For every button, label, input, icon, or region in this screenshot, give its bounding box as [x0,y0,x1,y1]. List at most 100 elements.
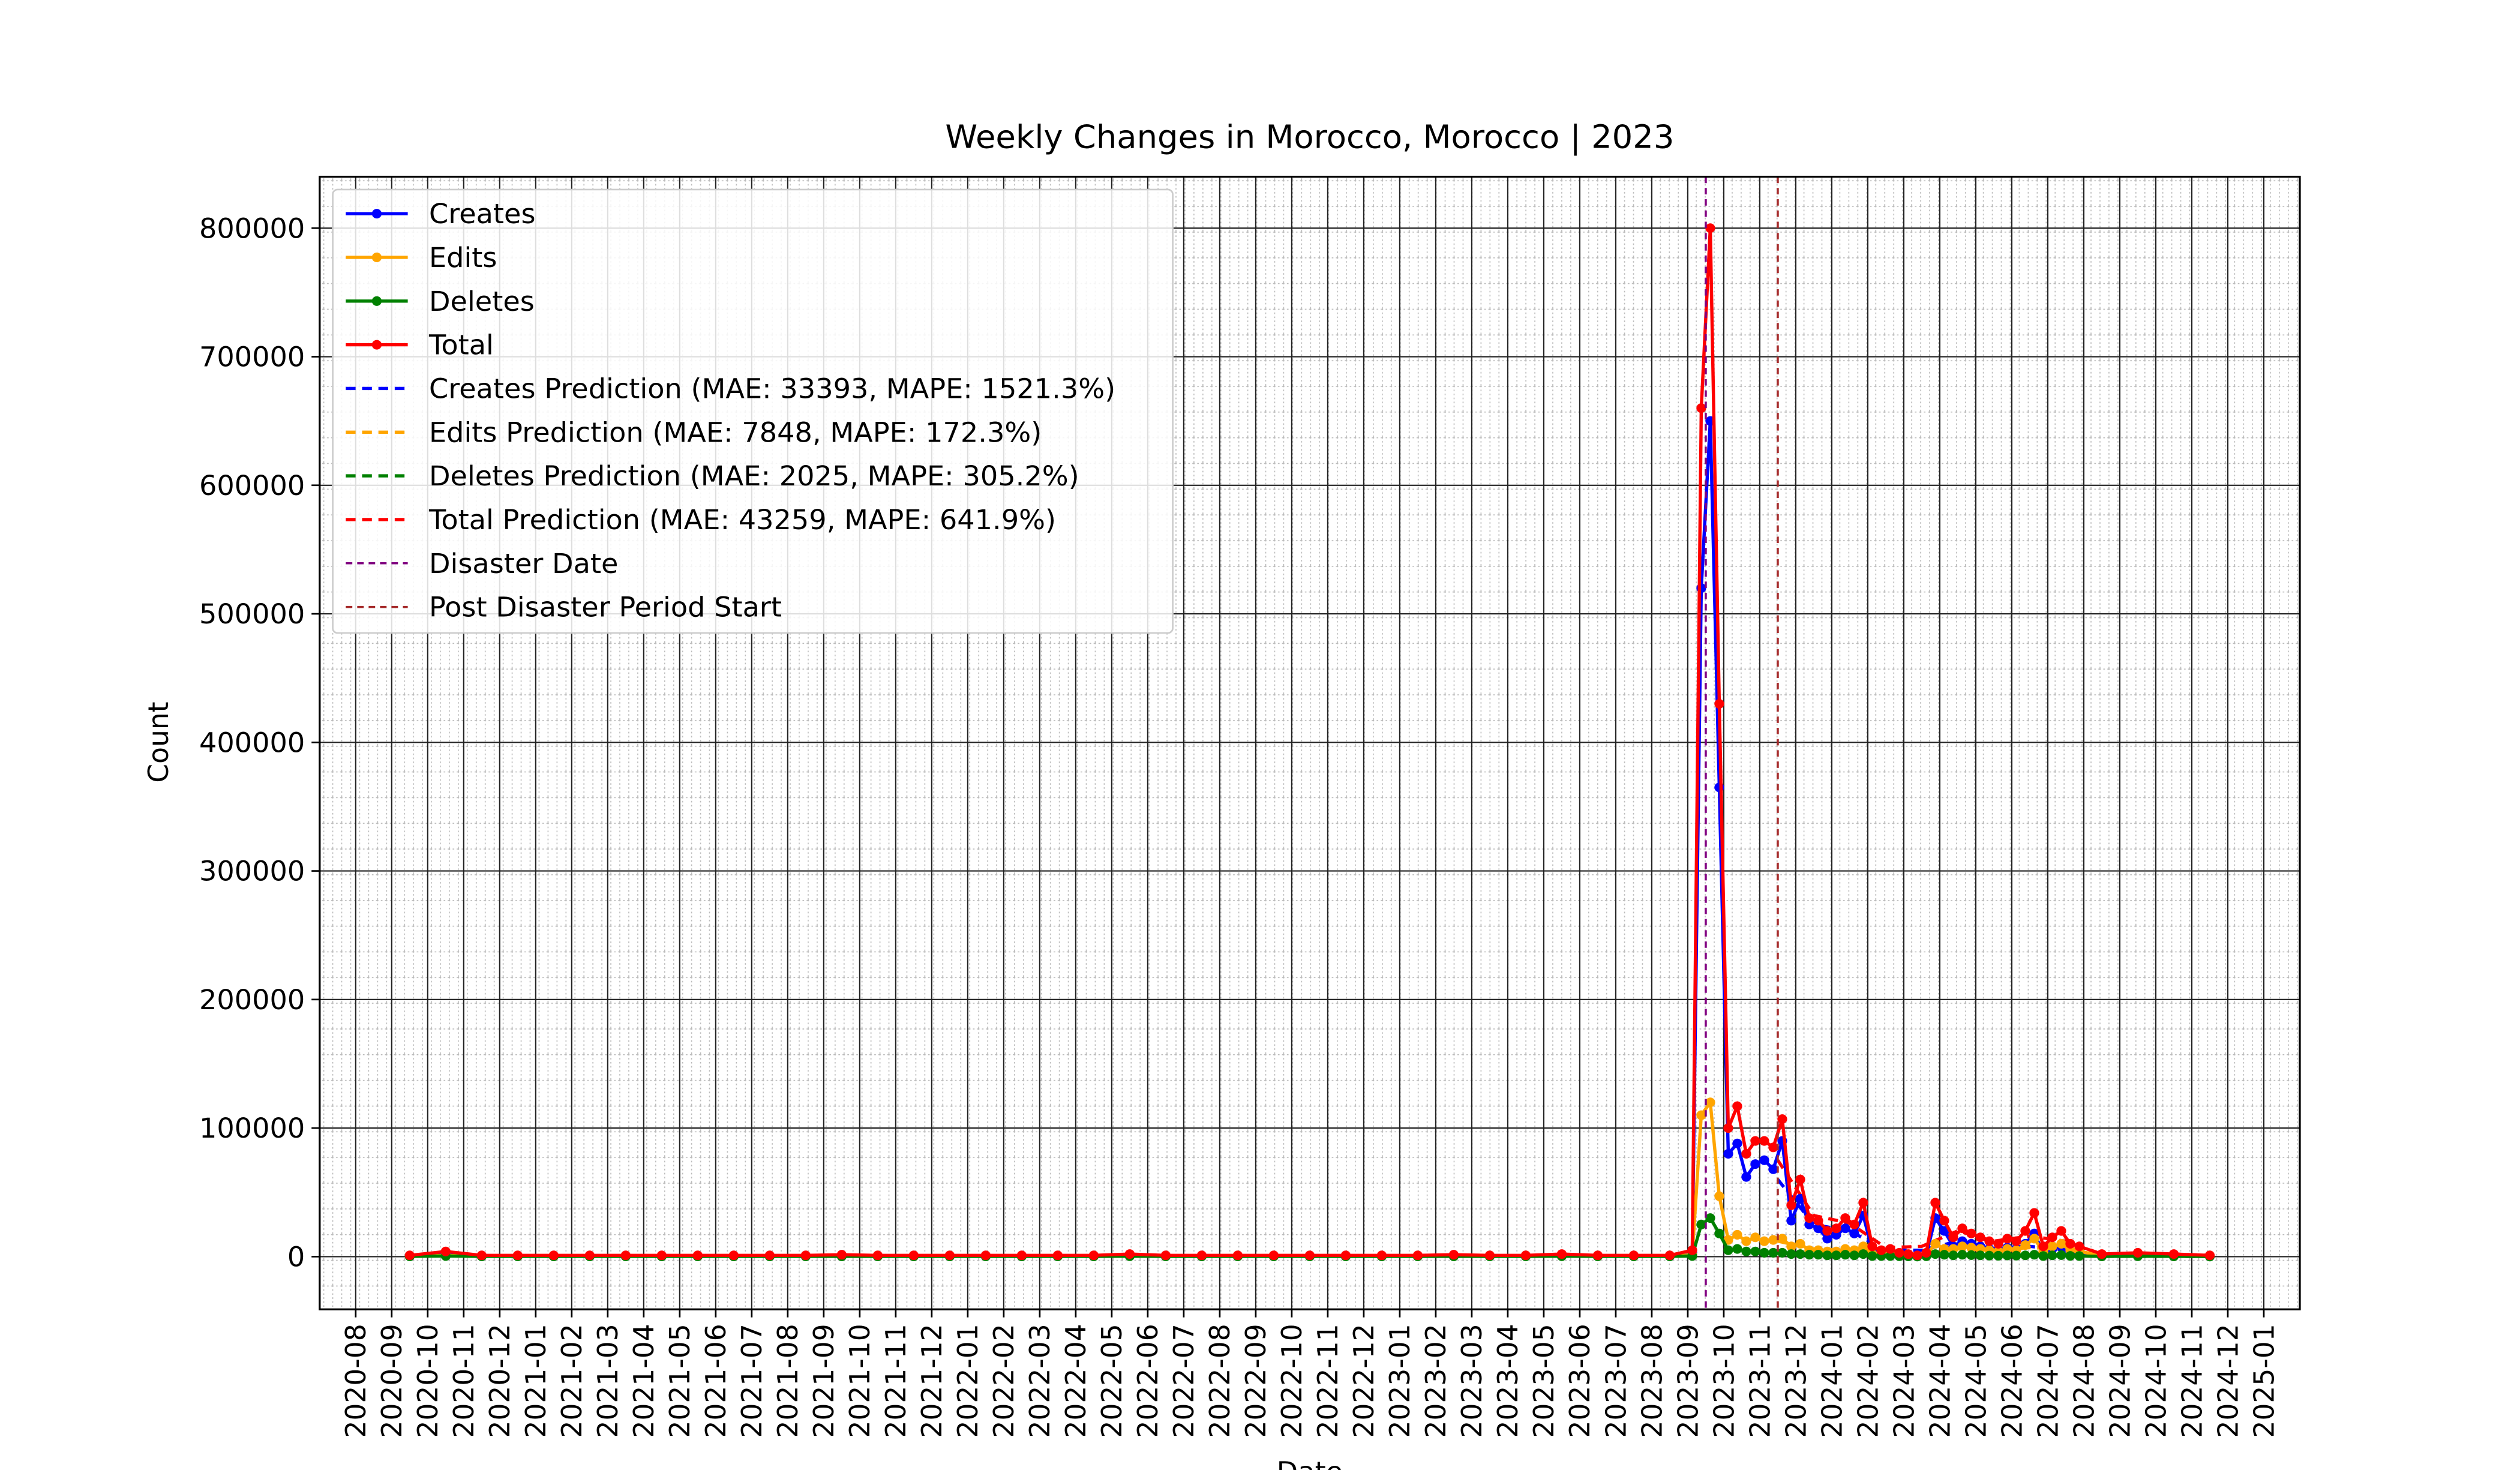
x-tick-label: 2024-11 [2176,1324,2208,1438]
x-tick-label: 2022-02 [988,1324,1020,1438]
point [1885,1244,1895,1254]
point [1840,1250,1850,1260]
x-tick-label: 2024-02 [1852,1324,1884,1438]
x-tick-label: 2024-04 [1924,1324,1956,1438]
point [1723,1148,1733,1159]
point [1975,1232,1985,1243]
point [1786,1249,1796,1259]
point [1804,1213,1814,1223]
point [2096,1249,2107,1259]
legend-marker [371,296,382,306]
point [1732,1244,1742,1254]
point [1687,1245,1697,1255]
point [1849,1219,1859,1229]
point [1777,1234,1787,1244]
point [1304,1250,1315,1261]
point [1768,1164,1778,1174]
point [1268,1250,1279,1261]
legend-label: Creates Prediction (MAE: 33393, MAPE: 15… [429,373,1115,405]
point [692,1250,703,1261]
legend-marker [371,340,382,350]
x-tick-label: 2024-09 [2104,1324,2136,1438]
point [1759,1247,1769,1258]
point [656,1250,667,1261]
point [1732,1138,1742,1148]
point [1016,1250,1027,1261]
point [1714,1191,1724,1201]
point [1484,1250,1495,1261]
point [1795,1238,1805,1249]
chart-title: Weekly Changes in Morocco, Morocco | 202… [945,118,1674,156]
x-tick-label: 2023-06 [1564,1324,1596,1438]
point [548,1250,559,1261]
point [1831,1223,1841,1234]
x-tick-label: 2023-10 [1708,1324,1740,1438]
legend-label: Edits [429,241,497,274]
x-tick-label: 2021-12 [916,1324,948,1438]
point [1732,1101,1742,1111]
y-tick-label: 400000 [199,727,305,759]
legend-label: Creates [429,198,536,230]
point [836,1250,847,1260]
x-tick-label: 2025-01 [2248,1324,2280,1438]
x-tick-label: 2021-11 [880,1324,912,1438]
point [1750,1246,1760,1256]
point [1759,1236,1769,1246]
point [2011,1236,2021,1246]
point [1939,1216,1949,1226]
point [1786,1216,1796,1226]
point [1849,1228,1859,1238]
y-tick-label: 300000 [199,855,305,887]
point [1750,1232,1760,1243]
x-tick-label: 2023-12 [1780,1324,1812,1438]
y-tick-label: 600000 [199,469,305,502]
point [1448,1250,1459,1260]
point [2047,1241,2057,1252]
point [1664,1250,1675,1261]
x-tick-label: 2024-12 [2212,1324,2244,1438]
point [1759,1136,1769,1146]
point [2038,1251,2048,1261]
point [2132,1247,2143,1258]
y-tick-label: 200000 [199,983,305,1016]
x-tick-label: 2022-04 [1060,1324,1092,1438]
legend-label: Post Disaster Period Start [429,591,782,623]
point [944,1250,955,1261]
point [1750,1159,1760,1169]
legend-label: Disaster Date [429,547,619,580]
point [1160,1250,1171,1261]
point [1786,1241,1796,1252]
x-tick-label: 2020-10 [412,1324,444,1438]
point [1777,1247,1787,1258]
point [2002,1250,2012,1261]
point [1088,1250,1099,1261]
legend-label: Total Prediction (MAE: 43259, MAPE: 641.… [428,503,1056,536]
x-tick-label: 2024-10 [2140,1324,2172,1438]
point [1993,1250,2003,1261]
x-tick-label: 2024-07 [2032,1324,2064,1438]
plot-area [404,223,2215,1262]
point [1759,1155,1769,1165]
point [1556,1249,1567,1259]
point [1768,1235,1778,1245]
x-tick-label: 2023-01 [1384,1324,1416,1438]
point [1376,1250,1387,1261]
point [1948,1250,1958,1261]
point [1930,1238,1940,1249]
point [2065,1251,2075,1261]
point [1885,1251,1895,1261]
y-axis-label: Count [142,701,175,782]
point [1894,1247,1904,1258]
x-tick-label: 2023-09 [1672,1324,1704,1438]
x-tick-label: 2022-03 [1024,1324,1056,1438]
x-axis-label: Date [1277,1456,1343,1470]
x-tick-label: 2021-05 [664,1324,696,1438]
point [2056,1250,2066,1260]
point [1822,1250,1832,1261]
x-tick-label: 2021-01 [520,1324,552,1438]
point [1705,1097,1715,1108]
legend-label: Deletes Prediction (MAE: 2025, MAPE: 305… [429,460,1079,492]
point [1705,223,1715,233]
x-tick-label: 2023-03 [1456,1324,1488,1438]
